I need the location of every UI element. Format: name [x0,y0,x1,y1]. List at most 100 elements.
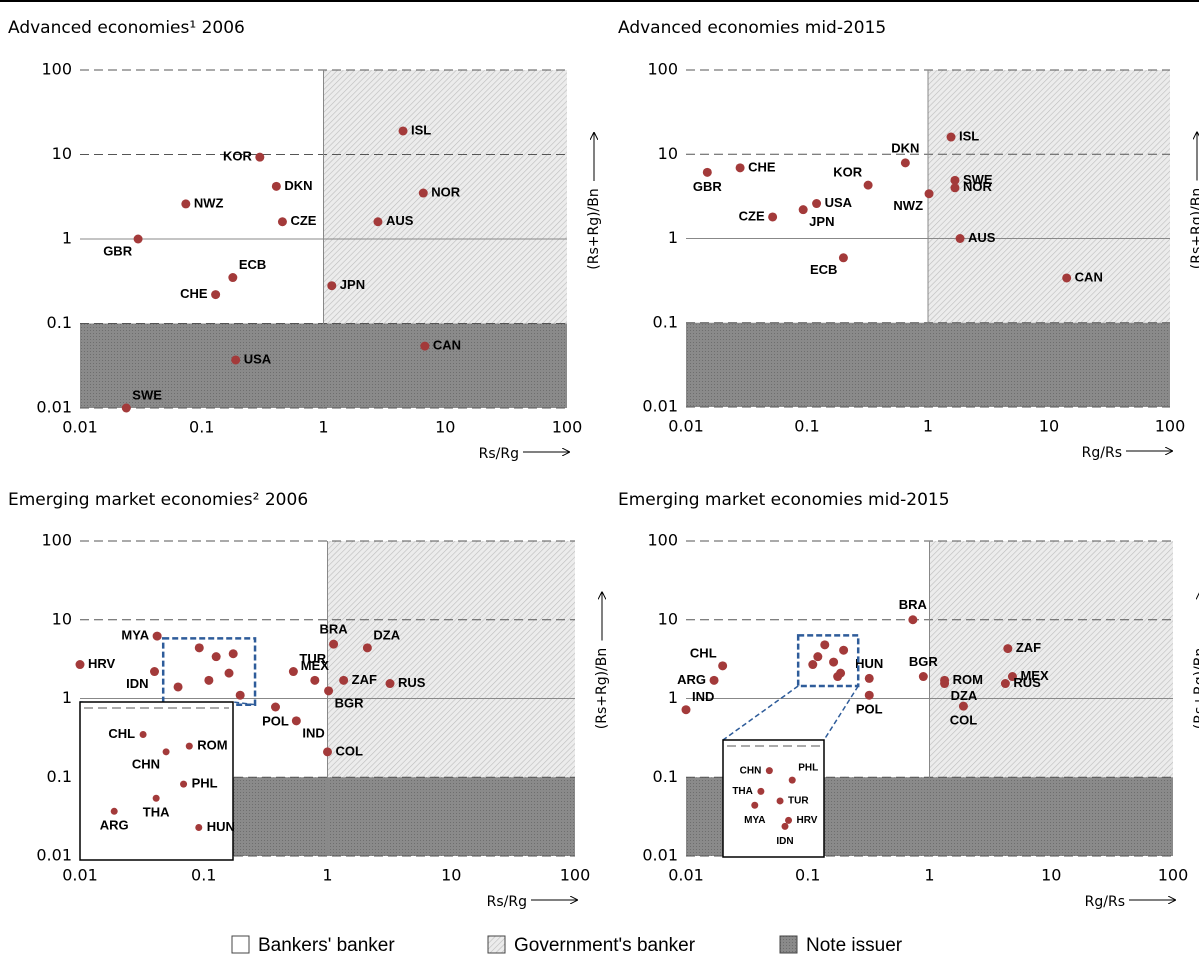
point-label: RUS [398,675,426,690]
data-point [768,212,778,222]
y-tick-label: 1 [62,688,72,707]
inset-point [776,797,784,805]
data-point [808,660,818,670]
legend-label: Government's banker [514,935,696,956]
point-label: ROM [197,738,227,753]
y-axis-label: (Rs+Rg)/Bn [594,648,610,729]
zoom-connector [823,685,859,741]
inset-point [195,823,203,831]
data-point [833,672,843,682]
point-label: POL [262,713,289,728]
inset-point [110,807,118,815]
x-tick-label: 0.1 [189,418,214,437]
point-label: CHE [180,286,208,301]
point-label: NOR [963,179,993,194]
y-tick-label: 1 [668,688,678,707]
point-label: GBR [103,243,133,258]
zoom-box [161,637,257,706]
data-point [839,645,849,655]
point-label: TUR [299,651,326,666]
x-tick-label: 10 [1041,866,1061,885]
point-label: MEX [1020,668,1049,683]
point-label: KOR [833,165,863,180]
y-tick-label: 10 [658,609,678,628]
x-tick-label: 0.1 [795,866,820,885]
y-tick-label: 10 [52,609,72,628]
data-point [133,234,143,244]
chart-title: Advanced economies¹ 2006 [8,18,245,38]
point-label: ROM [953,672,983,687]
point-label: PHL [192,776,218,791]
legend-label: Note issuer [806,935,903,956]
data-point [420,341,430,351]
point-label: BRA [899,597,928,612]
point-label: USA [825,195,853,210]
zoom-connector [722,685,799,741]
region-governments-banker [327,541,575,778]
y-tick-label: 0.1 [653,312,678,331]
data-point [813,652,823,662]
data-point [194,643,204,653]
x-tick-label: 100 [552,418,583,437]
zoom-box [796,634,860,688]
point-label: TUR [788,796,809,807]
data-point [418,188,428,198]
data-point [1000,679,1010,689]
data-point [718,661,728,671]
data-point [329,639,339,649]
x-tick-label: 1 [923,417,933,436]
point-label: IND [692,689,714,704]
point-label: ISL [959,128,979,143]
point-label: THA [732,786,753,797]
data-point [1007,672,1017,682]
data-point [1003,644,1013,654]
x-tick-label: 0.01 [668,866,704,885]
region-governments-banker [929,541,1173,778]
data-point [864,690,874,700]
y-axis-label: (Rs+Rg)/Bn [1192,648,1199,729]
x-tick-label: 0.1 [191,866,216,885]
data-point [231,355,241,365]
data-point [270,702,280,712]
data-point [918,672,928,682]
data-point [681,705,691,715]
data-point [820,640,830,650]
point-label: CHL [108,726,135,741]
x-tick-label: 100 [1155,417,1186,436]
data-point [228,273,238,283]
point-label: CHE [748,159,776,174]
point-label: IDN [776,836,793,847]
inset-box [79,701,234,861]
data-point [373,217,383,227]
legend-label: Bankers' banker [258,935,395,956]
data-point [235,690,245,700]
data-point [211,652,221,662]
data-point [224,668,234,678]
inset-point [162,748,170,756]
x-tick-label: 100 [1158,866,1189,885]
inset-point [788,776,796,784]
point-label: MEX [301,658,330,673]
inset-point [785,816,793,824]
point-label: SWE [963,172,993,187]
chart-title: Emerging market economies² 2006 [8,490,308,510]
point-label: KOR [223,149,253,164]
data-point [255,152,265,162]
x-tick-label: 10 [1039,417,1059,436]
data-point [829,657,839,667]
point-label: CHN [132,756,160,771]
data-point [709,675,719,685]
data-point [310,675,320,685]
point-label: POL [856,702,883,717]
y-tick-label: 1 [668,228,678,247]
data-point [1062,273,1072,283]
point-label: THA [143,805,170,820]
data-point [863,180,873,190]
point-label: NOR [431,184,461,199]
point-label: ZAF [1016,640,1041,655]
point-label: ECB [810,262,837,277]
point-label: DZA [951,688,978,703]
y-tick-label: 100 [41,531,72,550]
point-label: ISL [411,122,431,137]
y-tick-label: 100 [647,60,678,79]
